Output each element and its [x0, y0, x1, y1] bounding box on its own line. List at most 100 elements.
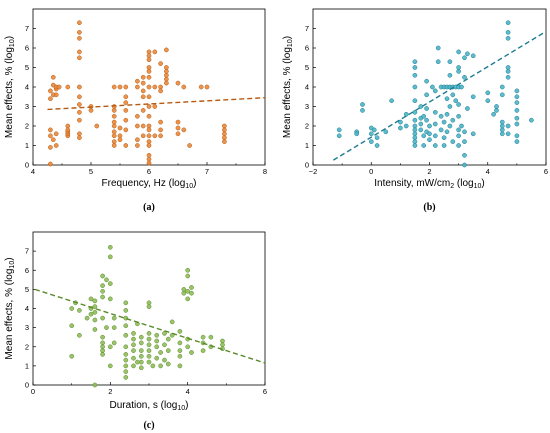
scatter-point	[424, 117, 429, 123]
scatter-point	[158, 88, 163, 94]
scatter-point	[53, 143, 59, 148]
y-tick-label: 5	[25, 285, 29, 294]
scatter-point	[181, 287, 187, 292]
scatter-point	[177, 329, 183, 334]
scatter-point	[424, 78, 429, 84]
scatter-point	[146, 156, 152, 162]
scatter-point	[177, 353, 183, 359]
scatter-point	[77, 30, 82, 35]
scatter-point	[164, 65, 169, 70]
scatter-point	[412, 117, 418, 123]
x-axis-label: Frequency, Hz (log10)	[102, 178, 197, 190]
scatter-point	[200, 334, 206, 340]
scatter-point	[50, 74, 56, 80]
scatter-point	[117, 125, 123, 131]
scatter-point	[140, 123, 146, 129]
y-tick-label: 6	[25, 266, 29, 275]
scatter-point	[135, 84, 140, 90]
scatter-point	[48, 145, 53, 150]
scatter-point	[514, 133, 520, 139]
scatter-point	[412, 72, 418, 78]
scatter-point	[447, 123, 453, 129]
scatter-point	[412, 135, 418, 141]
scatter-point	[131, 331, 136, 336]
scatter-point	[470, 131, 476, 137]
scatter-point	[164, 80, 169, 86]
scatter-point	[100, 344, 105, 350]
scatter-point	[146, 160, 152, 166]
scatter-point	[412, 127, 418, 133]
scatter-point	[123, 117, 129, 123]
scatter-point	[48, 88, 53, 94]
scatter-point	[222, 135, 227, 141]
scatter-point	[92, 382, 98, 388]
x-tick-label: 6	[544, 167, 548, 176]
scatter-point	[383, 129, 389, 135]
trend-line	[333, 30, 547, 161]
scatter-point	[77, 102, 82, 107]
scatter-point	[177, 340, 183, 346]
scatter-point	[421, 143, 427, 148]
y-tick-label: 2	[25, 122, 29, 131]
scatter-point	[185, 267, 191, 273]
scatter-point	[135, 78, 140, 84]
scatter-point	[140, 80, 146, 86]
scatter-point	[158, 363, 163, 369]
panel-label: (a)	[143, 202, 155, 213]
scatter-point	[222, 127, 227, 133]
scatter-point	[456, 113, 461, 119]
scatter-point	[123, 94, 129, 100]
scatter-point	[158, 61, 163, 66]
scatter-point	[336, 127, 342, 133]
scatter-point	[459, 123, 464, 129]
panel-label: (b)	[423, 202, 435, 213]
y-tick-label: 7	[305, 24, 309, 33]
y-tick-label: 6	[25, 44, 29, 53]
scatter-point	[462, 74, 467, 80]
scatter-point	[398, 119, 403, 125]
y-tick-label: 4	[305, 83, 309, 92]
scatter-point	[77, 332, 82, 338]
scatter-point	[424, 106, 429, 111]
scatter-point	[154, 344, 160, 350]
scatter-point	[499, 123, 505, 129]
scatter-point	[499, 131, 505, 137]
scatter-point	[146, 359, 152, 365]
scatter-point	[146, 65, 152, 70]
scatter-point	[412, 139, 418, 144]
scatter-point	[432, 88, 438, 94]
scatter-point	[485, 90, 491, 96]
scatter-point	[514, 108, 520, 113]
scatter-point	[505, 65, 511, 70]
x-tick-label: 4	[31, 167, 35, 176]
scatter-point	[107, 244, 113, 250]
scatter-point	[100, 334, 105, 340]
scatter-point	[412, 59, 418, 65]
scatter-point	[204, 84, 210, 90]
scatter-point	[146, 139, 152, 144]
scatter-point	[444, 96, 450, 102]
scatter-point	[138, 359, 144, 365]
scatter-point	[146, 342, 152, 348]
scatter-point	[56, 84, 62, 90]
scatter-point	[146, 152, 152, 158]
scatter-point	[505, 20, 511, 26]
scatter-point	[189, 285, 194, 290]
scatter-point	[412, 143, 418, 148]
scatter-point	[154, 355, 160, 361]
scatter-point	[459, 84, 464, 90]
scatter-point	[138, 348, 144, 353]
scatter-point	[447, 104, 453, 109]
x-tick-label: 7	[205, 167, 209, 176]
scatter-point	[181, 84, 187, 90]
scatter-point	[152, 84, 158, 90]
scatter-point	[465, 51, 470, 57]
scatter-point	[92, 327, 98, 332]
scatter-point	[485, 98, 491, 104]
scatter-point	[77, 49, 82, 55]
scatter-point	[456, 69, 461, 74]
scatter-point	[104, 277, 109, 283]
scatter-point	[514, 100, 520, 105]
scatter-point	[222, 131, 227, 137]
